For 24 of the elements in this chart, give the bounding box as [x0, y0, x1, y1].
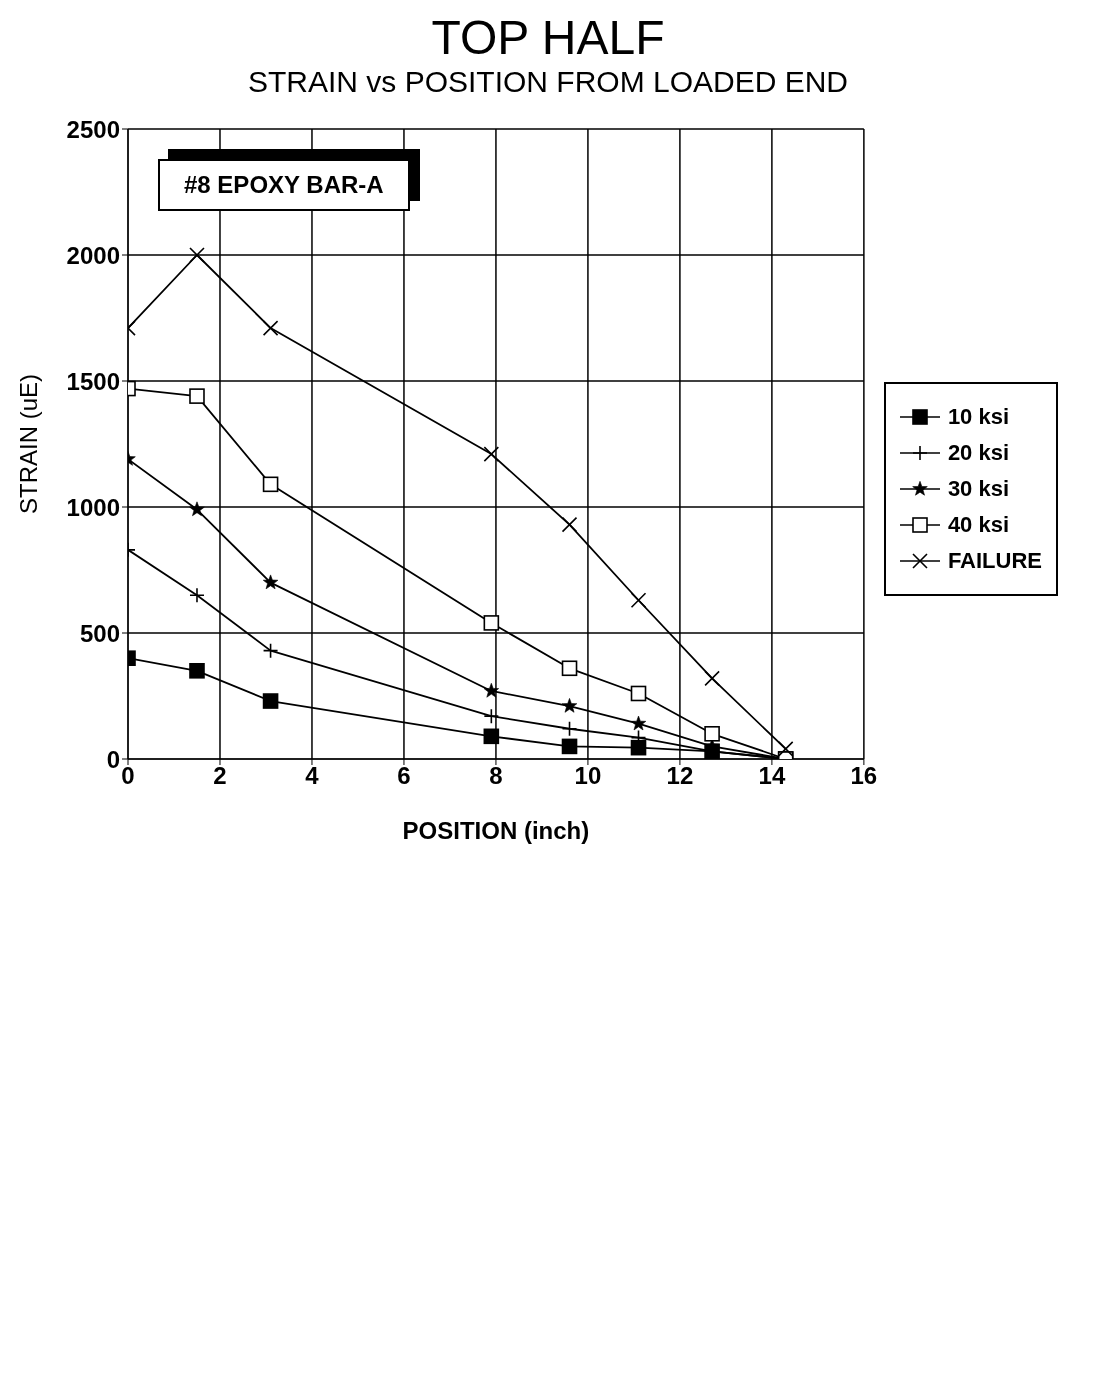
y-tick-label: 500: [79, 619, 120, 647]
x-tick-label: 10: [574, 762, 602, 790]
chart-subtitle: STRAIN vs POSITION FROM LOADED END: [246, 65, 850, 99]
y-tick-label: 1000: [66, 493, 120, 521]
legend-label: FAILURE: [947, 548, 1042, 574]
annotation: #8 EPOXY BAR-A: [158, 159, 410, 211]
y-tick-label: 1500: [66, 367, 120, 395]
legend-label: 40 ksi: [947, 512, 1010, 538]
x-tick-label: 8: [489, 762, 503, 790]
x-tick-label: 4: [305, 762, 320, 790]
legend-label: 10 ksi: [947, 404, 1010, 430]
x-tick-label: 6: [397, 762, 411, 790]
x-tick-label: 12: [666, 762, 694, 790]
y-tick-label: 2500: [66, 115, 120, 143]
x-tick-label: 14: [758, 762, 786, 790]
legend-label: 30 ksi: [947, 476, 1010, 502]
chart-title: TOP HALF: [430, 10, 666, 65]
y-tick-label: 0: [106, 745, 120, 773]
y-tick-label: 2000: [66, 241, 120, 269]
y-axis-title: STRAIN (uE): [14, 373, 42, 514]
x-tick-label: 2: [213, 762, 227, 790]
legend-label: 20 ksi: [947, 440, 1010, 466]
x-tick-label: 16: [850, 762, 878, 790]
x-axis-title: POSITION (inch): [402, 817, 590, 844]
